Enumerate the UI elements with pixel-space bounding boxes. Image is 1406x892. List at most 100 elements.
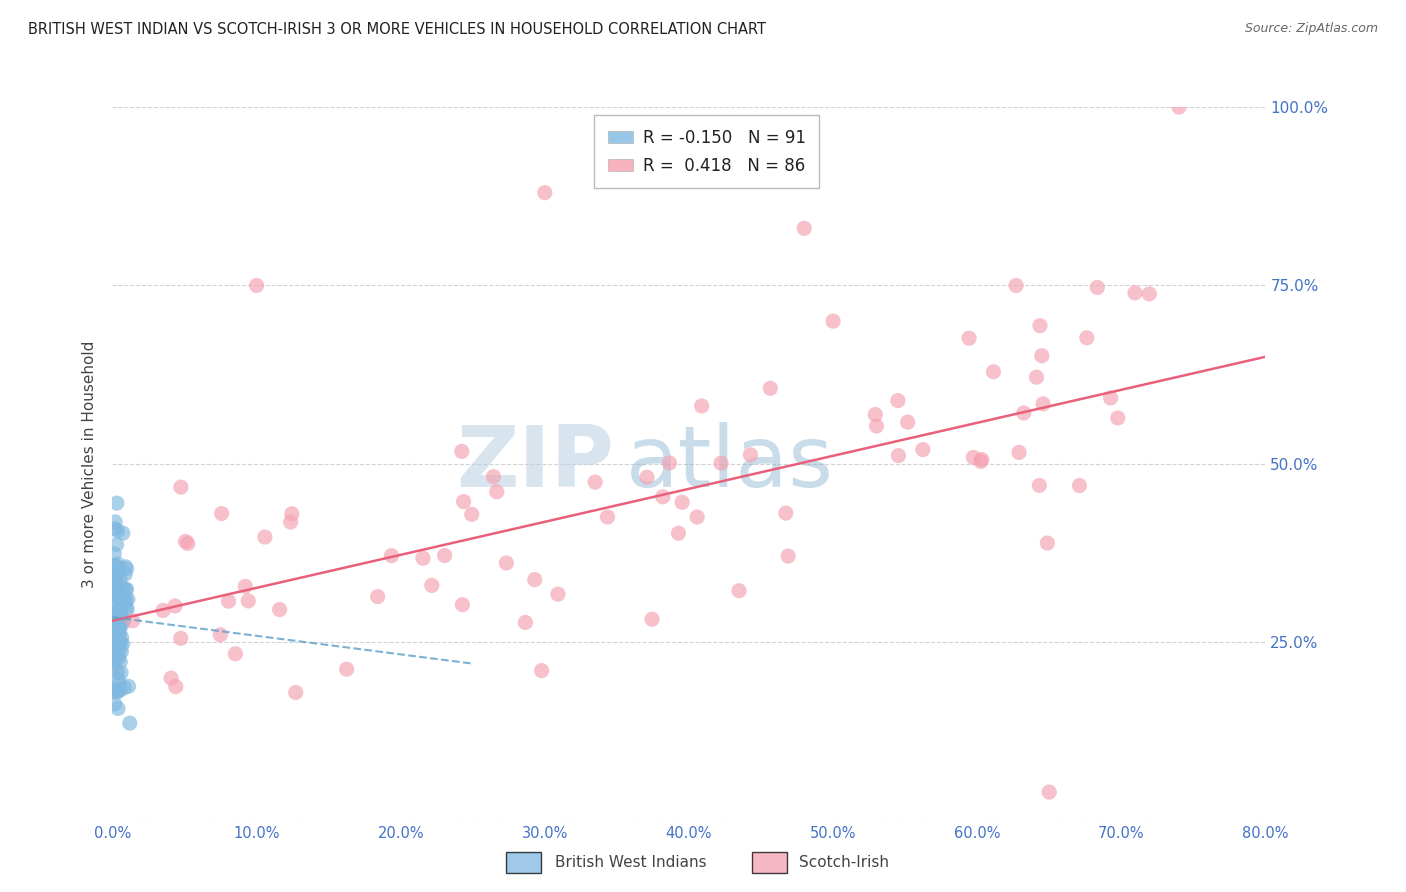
Point bbox=[101, 582, 124, 596]
Legend: R = -0.150   N = 91, R =  0.418   N = 86: R = -0.150 N = 91, R = 0.418 N = 86 bbox=[595, 115, 818, 188]
Point bbox=[110, 655, 132, 669]
Text: British West Indians: British West Indians bbox=[555, 855, 707, 870]
Point bbox=[583, 475, 606, 490]
Point bbox=[103, 629, 125, 643]
Point bbox=[233, 579, 256, 593]
Point bbox=[108, 592, 131, 607]
Point bbox=[970, 452, 993, 467]
Point bbox=[104, 615, 127, 629]
Point bbox=[117, 592, 139, 607]
Point bbox=[108, 615, 131, 629]
Point bbox=[530, 664, 553, 678]
Point bbox=[1032, 397, 1054, 411]
Point bbox=[887, 449, 910, 463]
Point bbox=[367, 590, 389, 604]
Point bbox=[110, 645, 132, 659]
Point bbox=[911, 442, 934, 457]
Point bbox=[450, 444, 472, 458]
Point bbox=[108, 601, 131, 615]
Point bbox=[103, 579, 125, 593]
Point bbox=[110, 602, 132, 616]
Point bbox=[107, 557, 129, 571]
Point bbox=[118, 716, 141, 731]
Point bbox=[107, 672, 129, 686]
Point bbox=[1076, 331, 1098, 345]
Point bbox=[104, 654, 127, 668]
Point bbox=[651, 490, 673, 504]
Point bbox=[1069, 478, 1091, 492]
Point bbox=[775, 506, 797, 520]
Point bbox=[107, 684, 129, 698]
Point bbox=[515, 615, 537, 630]
Point bbox=[103, 588, 125, 602]
Point bbox=[104, 648, 127, 663]
Point bbox=[596, 510, 619, 524]
Point bbox=[690, 399, 713, 413]
Point bbox=[107, 701, 129, 715]
Point bbox=[1025, 370, 1047, 384]
Point bbox=[281, 507, 304, 521]
Point bbox=[245, 278, 267, 293]
Point bbox=[111, 631, 134, 645]
Point bbox=[115, 602, 138, 616]
Point bbox=[114, 560, 136, 574]
Point bbox=[269, 602, 291, 616]
Point bbox=[793, 221, 815, 235]
Point bbox=[108, 644, 131, 658]
Point bbox=[957, 331, 980, 345]
Point bbox=[114, 582, 136, 597]
Point bbox=[495, 556, 517, 570]
Point bbox=[170, 632, 193, 646]
Point bbox=[105, 537, 128, 551]
Point bbox=[104, 636, 127, 650]
Point bbox=[105, 649, 128, 664]
Point bbox=[105, 599, 128, 614]
Point bbox=[115, 601, 138, 615]
Point bbox=[104, 515, 127, 529]
Point bbox=[114, 567, 136, 582]
Point bbox=[111, 637, 134, 651]
Point bbox=[970, 454, 993, 468]
Point bbox=[641, 612, 664, 626]
Point bbox=[103, 547, 125, 561]
Point bbox=[453, 494, 475, 508]
Point bbox=[105, 634, 128, 648]
Point bbox=[107, 524, 129, 538]
Point bbox=[1099, 391, 1122, 405]
Point bbox=[211, 507, 233, 521]
Point bbox=[710, 456, 733, 470]
Point bbox=[778, 549, 800, 563]
Point bbox=[253, 530, 276, 544]
Point bbox=[1137, 287, 1160, 301]
Point bbox=[107, 606, 129, 620]
Point bbox=[104, 621, 127, 635]
Point bbox=[177, 536, 200, 550]
Point bbox=[1038, 785, 1060, 799]
Point bbox=[107, 627, 129, 641]
Point bbox=[163, 599, 186, 613]
Point bbox=[1029, 318, 1052, 333]
FancyBboxPatch shape bbox=[506, 852, 541, 873]
Point bbox=[482, 469, 505, 483]
Point bbox=[887, 393, 910, 408]
Point bbox=[412, 551, 434, 566]
Point bbox=[111, 582, 134, 596]
Point bbox=[547, 587, 569, 601]
Point bbox=[686, 510, 709, 524]
Point bbox=[104, 583, 127, 598]
Point bbox=[209, 628, 232, 642]
Point bbox=[1036, 536, 1059, 550]
Point bbox=[1085, 280, 1108, 294]
Point bbox=[218, 594, 240, 608]
Point bbox=[897, 415, 920, 429]
Point bbox=[103, 607, 125, 622]
Point bbox=[104, 697, 127, 711]
FancyBboxPatch shape bbox=[752, 852, 787, 873]
Point bbox=[115, 562, 138, 576]
Point bbox=[104, 522, 127, 536]
Point bbox=[380, 549, 402, 563]
Point bbox=[821, 314, 844, 328]
Point bbox=[114, 591, 136, 606]
Point bbox=[433, 549, 456, 563]
Point bbox=[420, 578, 443, 592]
